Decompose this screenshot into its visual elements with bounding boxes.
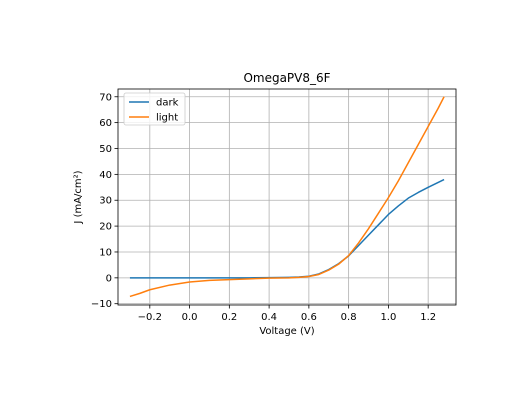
- y-tick-label: 0: [106, 273, 112, 284]
- plot-frame: [117, 88, 457, 306]
- y-tick-label: 60: [99, 118, 112, 129]
- legend: dark light: [123, 92, 186, 126]
- y-tick-label: 20: [99, 222, 112, 233]
- x-tick-label: 0.0: [182, 312, 198, 323]
- x-tick-label: 1.2: [420, 312, 436, 323]
- x-tick-label: 0.2: [221, 312, 237, 323]
- y-tick-label: −10: [91, 299, 112, 310]
- x-tick-label: 1.0: [380, 312, 396, 323]
- series-line-light: [129, 96, 445, 298]
- grid: [118, 89, 456, 305]
- y-tick-label: 70: [99, 92, 112, 103]
- legend-label-light: light: [156, 113, 178, 124]
- y-tick-label: 10: [99, 247, 112, 258]
- x-tick-label: −0.2: [138, 312, 162, 323]
- x-axis-label: Voltage (V): [259, 326, 314, 337]
- y-tick-label: 30: [99, 196, 112, 207]
- y-axis-label: J (mA/cm²): [73, 170, 84, 224]
- y-tick-label: 40: [99, 170, 112, 181]
- ticks: −0.2 0.0 0.2 0.4 0.6 0.8 1.0 1.2 −10 0 10 20 30 40 50 6…: [91, 92, 436, 323]
- chart-title: OmegaPV8_6F: [243, 71, 330, 85]
- series-line-dark: [129, 178, 445, 279]
- legend-label-dark: dark: [156, 98, 179, 109]
- series-layer: [129, 96, 445, 298]
- x-tick-label: 0.6: [301, 312, 317, 323]
- y-tick-label: 50: [99, 144, 112, 155]
- x-tick-label: 0.8: [341, 312, 357, 323]
- x-tick-label: 0.4: [261, 312, 277, 323]
